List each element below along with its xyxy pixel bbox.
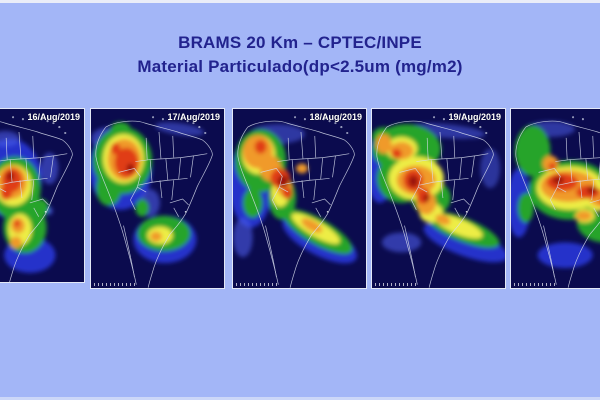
map-panel-17aug-clip: 17/Aug/2019 (90, 108, 225, 289)
map-panel-20aug-clip (510, 108, 600, 289)
title-line-2: Material Particulado(dp<2.5um (mg/m2) (137, 57, 463, 76)
map-panel-19aug: 19/Aug/2019 (371, 108, 506, 289)
pm25-heat-layer (233, 124, 357, 264)
map-panel-17aug: 17/Aug/2019 (90, 108, 225, 289)
mini-colorbar (94, 283, 138, 286)
map-panel-20aug (510, 108, 600, 289)
date-label: 18/Aug/2019 (309, 112, 362, 122)
map-panel-16aug-clip: 16/Aug/2019 (0, 108, 85, 283)
map-panel-18aug-clip: 18/Aug/2019 (232, 108, 367, 289)
bottom-edge-strip (0, 397, 600, 400)
south-america-pm25-map-16aug (0, 116, 73, 283)
pm25-heat-layer (372, 123, 505, 263)
map-panel-19aug-clip: 19/Aug/2019 (371, 108, 506, 289)
pm25-heat-layer (91, 122, 205, 264)
date-label: 19/Aug/2019 (448, 112, 501, 122)
south-america-pm25-map-19aug (372, 116, 505, 288)
pm25-heat-layer (0, 131, 59, 273)
map-panel-16aug: 16/Aug/2019 (0, 108, 85, 283)
mini-colorbar (375, 283, 419, 286)
top-edge-strip (0, 0, 600, 3)
slide-title: BRAMS 20 Km – CPTEC/INPE Material Partic… (0, 31, 600, 79)
map-panel-18aug: 18/Aug/2019 (232, 108, 367, 289)
date-label: 16/Aug/2019 (27, 112, 80, 122)
date-label: 17/Aug/2019 (167, 112, 220, 122)
south-america-pm25-map-17aug (91, 116, 213, 288)
title-line-1: BRAMS 20 Km – CPTEC/INPE (178, 33, 422, 52)
south-america-pm25-map-20aug (511, 116, 600, 288)
mini-colorbar (236, 283, 280, 286)
south-america-pm25-map-18aug (233, 116, 357, 288)
mini-colorbar (514, 283, 558, 286)
pm25-heat-layer (511, 121, 600, 268)
